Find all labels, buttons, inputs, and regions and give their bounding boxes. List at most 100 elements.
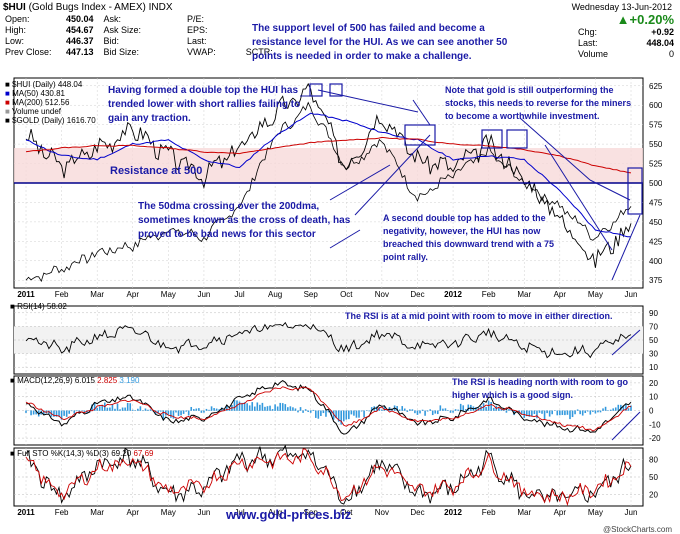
volume-row: Volume 0 — [578, 49, 674, 60]
macd-hist-bar — [299, 407, 302, 411]
sto-tick-label: 20 — [649, 490, 658, 499]
macd-hist-bar — [233, 399, 236, 411]
macd-hist-bar — [464, 409, 467, 411]
x-tick-label: Feb — [482, 290, 496, 299]
macd-hist-bar — [42, 410, 45, 415]
macd-hist-bar — [528, 410, 531, 417]
macd-hist-bar — [121, 407, 124, 411]
macd-trend-line — [611, 411, 641, 441]
x-tick-label: Apr — [127, 508, 140, 517]
macd-hist-bar — [342, 410, 345, 422]
rsi-tick-label: 10 — [649, 363, 658, 372]
macd-hist-bar — [452, 410, 454, 413]
macd-hist-bar — [253, 406, 256, 411]
macd-hist-bar — [325, 410, 327, 417]
macd-hist-bar — [228, 408, 231, 411]
macd-hist-bar — [70, 410, 73, 412]
annotation-second-top: A second double top has added to the neg… — [383, 213, 555, 262]
quote-cell: High: — [5, 25, 27, 35]
macd-hist-bar — [271, 409, 274, 411]
macd-hist-bar — [195, 408, 198, 411]
macd-hist-bar — [322, 410, 325, 414]
macd-hist-bar — [375, 406, 378, 411]
macd-tick-label: 20 — [649, 379, 658, 388]
macd-hist-bar — [317, 410, 320, 419]
macd-hist-bar — [55, 410, 58, 417]
macd-hist-bar — [279, 402, 282, 411]
volume-label: Volume — [578, 49, 609, 59]
macd-hist-bar — [358, 410, 360, 418]
quote-cell: 447.13 — [66, 47, 94, 57]
macd-hist-bar — [170, 410, 172, 418]
quote-cell: 454.67 — [66, 25, 94, 35]
macd-hist-bar — [210, 406, 213, 411]
macd-signal-line — [25, 386, 632, 432]
website-label[interactable]: www.gold-prices.biz — [226, 507, 352, 522]
macd-hist-bar — [304, 409, 307, 411]
quote-cell: P/E: — [187, 14, 205, 24]
quote-cell: EPS: — [187, 25, 208, 35]
annotation-line — [412, 99, 431, 126]
x-tick-label: Dec — [410, 290, 424, 299]
rsi-trend-line — [611, 329, 641, 356]
macd-hist-bar — [564, 410, 566, 416]
macd-hist-bar — [248, 405, 251, 411]
macd-hist-bar — [269, 405, 271, 411]
macd-hist-bar — [302, 410, 304, 413]
macd-hist-bar — [454, 409, 457, 411]
x-tick-label: Aug — [268, 508, 282, 517]
chg-row: Chg: +0.92 — [578, 27, 674, 38]
macd-hist-bar — [630, 405, 632, 411]
annotation-line — [544, 144, 613, 251]
macd-hist-bar — [198, 408, 200, 411]
macd-hist-bar — [243, 402, 246, 411]
sto-k-line — [25, 444, 632, 505]
macd-hist-bar — [124, 407, 126, 411]
sto-d-line — [25, 448, 632, 507]
x-tick-label: May — [161, 290, 176, 299]
macd-hist-bar — [439, 405, 442, 411]
macd-hist-bar — [182, 410, 185, 414]
annotation-cross: The 50dma crossing over the 200dma, some… — [138, 201, 351, 240]
macd-hist-bar — [60, 410, 63, 420]
macd-hist-bar — [442, 408, 444, 411]
macd-hist-bar — [223, 408, 226, 411]
macd-hist-bar — [597, 410, 599, 413]
macd-hist-bar — [116, 403, 119, 411]
up-arrow-icon: ▲ — [616, 12, 630, 27]
legend-volume: ■ Volume undef — [5, 107, 62, 116]
quote-cell: Low: — [5, 36, 25, 46]
x-tick-label: Aug — [268, 290, 282, 299]
macd-hist-bar — [589, 410, 592, 415]
annotation-support: The support level of 500 has failed and … — [252, 23, 508, 62]
x-tick-label: Nov — [375, 508, 389, 517]
quote-row: High: 454.67 Ask Size: EPS: — [3, 25, 275, 36]
macd-hist-bar — [536, 410, 538, 419]
x-tick-label: May — [588, 290, 603, 299]
macd-hist-bar — [462, 405, 465, 411]
macd-hist-bar — [32, 410, 35, 415]
price-tick-label: 500 — [649, 179, 663, 188]
legend-macd: ■ MACD(12,26,9) 6.015 2.825 3.190 — [10, 376, 140, 385]
macd-hist-bar — [139, 406, 142, 411]
legend-gold: ■ $GOLD (Daily) 1616.70 — [5, 116, 96, 125]
legend-rsi: ■ RSI(14) 58.02 — [10, 302, 67, 311]
macd-hist-bar — [177, 410, 180, 416]
macd-hist-bar — [78, 410, 81, 413]
macd-hist-bar — [307, 410, 309, 412]
annotation-resistance: Resistance at 500 — [110, 165, 203, 177]
macd-hist-bar — [340, 410, 343, 425]
macd-hist-bar — [281, 403, 284, 411]
price-tick-label: 375 — [649, 276, 663, 285]
source-credit: @StockCharts.com — [602, 525, 672, 534]
annotation-line — [317, 89, 419, 113]
macd-hist-bar — [574, 410, 576, 415]
macd-hist-bar — [533, 410, 536, 415]
x-tick-label: Mar — [90, 508, 104, 517]
macd-hist-bar — [111, 404, 114, 411]
macd-hist-bar — [81, 410, 83, 411]
macd-hist-bar — [106, 407, 109, 411]
macd-hist-bar — [505, 410, 508, 413]
rsi-line — [25, 321, 632, 359]
macd-hist-bar — [569, 410, 571, 420]
